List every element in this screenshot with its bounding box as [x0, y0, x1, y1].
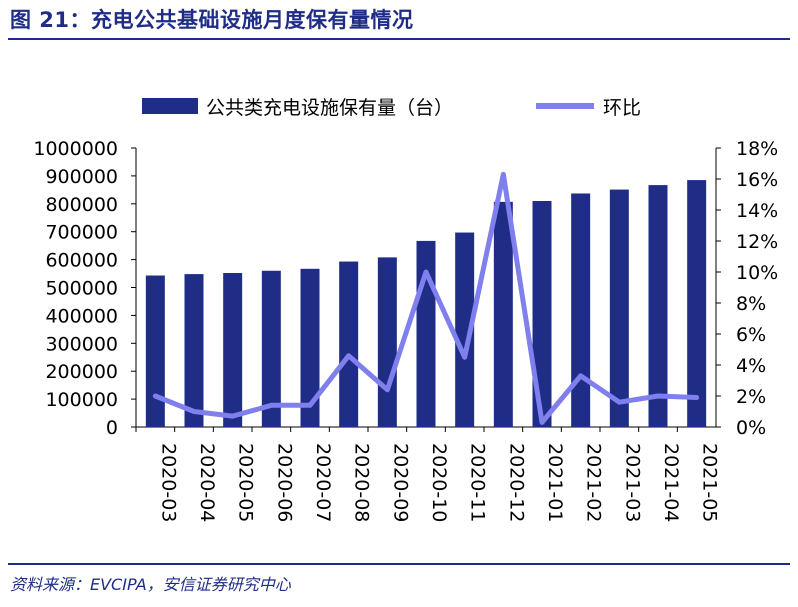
bar — [609, 189, 629, 427]
right-tick-label: 0% — [736, 417, 766, 439]
bar — [339, 261, 359, 427]
x-tick-label: 2020-07 — [312, 443, 334, 522]
left-tick-label: 1000000 — [33, 138, 118, 160]
source-divider — [8, 563, 790, 565]
left-tick-label: 800000 — [45, 194, 118, 216]
right-tick-label: 4% — [736, 355, 766, 377]
legend-swatch-bar — [142, 98, 198, 114]
x-tick-label: 2020-11 — [467, 443, 489, 522]
x-tick-label: 2020-03 — [157, 443, 179, 522]
left-tick-label: 0 — [106, 417, 118, 439]
bar — [300, 268, 320, 427]
bar — [571, 193, 591, 427]
x-tick-label: 2020-10 — [428, 443, 450, 522]
x-tick-label: 2021-03 — [621, 443, 643, 522]
bar — [416, 240, 436, 427]
plot-area: 0 100000 200000 300000 400000 500000 600000 700… — [33, 138, 778, 522]
bar — [145, 275, 165, 427]
bar — [261, 270, 281, 427]
x-tick-label: 2021-01 — [544, 443, 566, 522]
x-tick-label: 2020-12 — [505, 443, 527, 522]
x-tick-label: 2020-08 — [351, 443, 373, 522]
x-tick-label: 2020-05 — [235, 443, 257, 522]
x-tick-label: 2021-04 — [660, 443, 682, 522]
legend: 公共类充电设施保有量（台） 环比 — [142, 97, 641, 119]
title-divider — [8, 38, 790, 40]
right-tick-label: 8% — [736, 293, 766, 315]
bar — [493, 201, 513, 427]
left-tick-label: 900000 — [45, 166, 118, 188]
left-tick-label: 700000 — [45, 222, 118, 244]
right-tick-label: 16% — [736, 169, 778, 191]
figure-title: 图 21：充电公共基础设施月度保有量情况 — [10, 8, 414, 32]
left-tick-label: 400000 — [45, 305, 118, 327]
bar — [377, 257, 397, 427]
left-tick-label: 300000 — [45, 333, 118, 355]
line-series — [152, 171, 700, 425]
x-tick-label: 2020-04 — [196, 443, 218, 522]
bar — [648, 185, 668, 427]
x-tick-label: 2021-05 — [699, 443, 721, 522]
x-tick-label: 2021-02 — [583, 443, 605, 522]
left-tick-label: 100000 — [45, 389, 118, 411]
right-tick-label: 12% — [736, 231, 778, 253]
right-tick-label: 2% — [736, 386, 766, 408]
bar — [455, 232, 475, 427]
right-tick-label: 6% — [736, 324, 766, 346]
source-note: 资料来源：EVCIPA，安信证券研究中心 — [10, 575, 291, 594]
bar — [687, 180, 707, 427]
x-tick-label: 2020-06 — [273, 443, 295, 522]
legend-label-bar: 公共类充电设施保有量（台） — [206, 97, 453, 119]
right-tick-label: 18% — [736, 138, 778, 160]
bar — [223, 272, 243, 427]
left-tick-label: 500000 — [45, 278, 118, 300]
right-tick-label: 14% — [736, 200, 778, 222]
bar — [184, 274, 204, 427]
legend-label-line: 环比 — [603, 97, 641, 119]
right-tick-label: 10% — [736, 262, 778, 284]
bar — [532, 201, 552, 427]
left-tick-label: 200000 — [45, 361, 118, 383]
left-tick-label: 600000 — [45, 250, 118, 272]
x-tick-label: 2020-09 — [389, 443, 411, 522]
